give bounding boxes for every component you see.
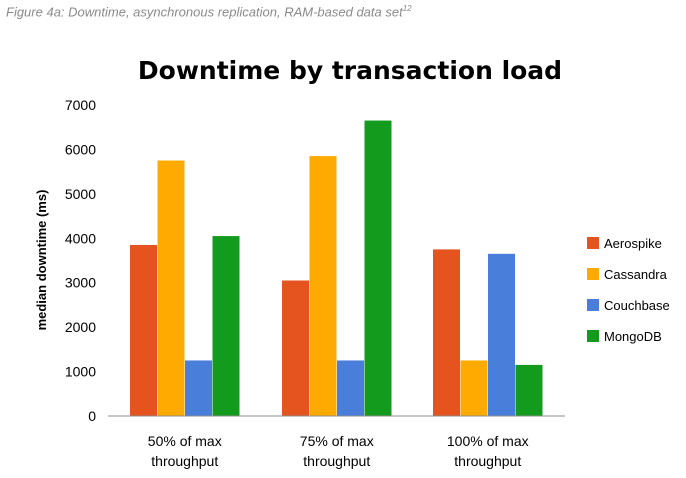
x-category-label: 50% of max	[148, 433, 222, 449]
legend-label-mongodb: MongoDB	[604, 329, 662, 344]
legend-swatch-aerospike	[587, 237, 599, 249]
x-axis-categories: 50% of max throughput 75% of max throughput…	[148, 433, 529, 469]
bars	[130, 120, 543, 417]
bar-aerospike-1	[130, 244, 157, 416]
legend-swatch-cassandra	[587, 268, 599, 280]
figure-caption-text: Figure 4a: Downtime, asynchronous replic…	[6, 4, 403, 20]
bar-couchbase-2	[337, 360, 364, 416]
bar-cassandra-2	[309, 156, 337, 417]
y-tick-label: 0	[88, 408, 96, 424]
bar-aerospike-2	[282, 280, 309, 416]
y-tick-label: 5000	[65, 186, 96, 202]
y-tick-label: 7000	[65, 97, 96, 113]
y-tick-label: 2000	[65, 319, 96, 335]
legend-label-couchbase: Couchbase	[604, 298, 670, 313]
x-category-label: throughput	[454, 453, 521, 469]
x-category-label: throughput	[303, 453, 370, 469]
bar-aerospike-3	[433, 249, 460, 416]
legend-label-cassandra: Cassandra	[604, 267, 668, 282]
bar-mongodb-3	[515, 364, 543, 416]
y-axis-ticks: 0 1000 2000 3000 4000 5000 6000 7000	[65, 97, 96, 424]
x-category-label: 75% of max	[300, 433, 374, 449]
bar-couchbase-3	[488, 253, 515, 416]
legend: Aerospike Cassandra Couchbase MongoDB	[587, 236, 670, 344]
bar-couchbase-1	[185, 360, 212, 416]
x-category-label: 100% of max	[447, 433, 529, 449]
y-tick-label: 6000	[65, 141, 96, 157]
x-category-label: throughput	[151, 453, 218, 469]
figure-caption-footnote: 12	[402, 4, 412, 13]
legend-swatch-couchbase	[587, 299, 599, 311]
legend-label-aerospike: Aerospike	[604, 236, 662, 251]
legend-swatch-mongodb	[587, 330, 599, 342]
figure-caption: Figure 4a: Downtime, asynchronous replic…	[6, 4, 412, 19]
y-tick-label: 3000	[65, 275, 96, 291]
chart-title: Downtime by transaction load	[138, 56, 562, 85]
bar-mongodb-2	[364, 120, 392, 417]
bar-mongodb-1	[212, 236, 240, 416]
y-tick-label: 4000	[65, 230, 96, 246]
y-tick-label: 1000	[65, 364, 96, 380]
bar-cassandra-1	[157, 160, 185, 416]
y-axis-label: median downtime (ms)	[34, 190, 49, 331]
bar-cassandra-3	[460, 360, 488, 416]
